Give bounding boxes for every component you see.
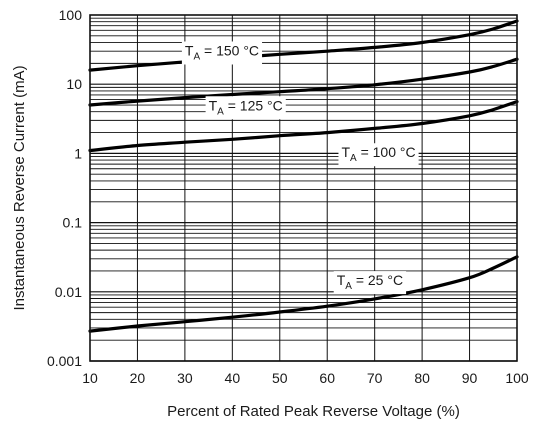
series-label-box	[205, 96, 286, 120]
series-label-1: TA = 125 °C	[205, 96, 286, 120]
x-tick-label: 30	[177, 370, 193, 386]
series-label-3: TA = 25 °C	[333, 271, 407, 295]
series-label-text: TA = 150 °C	[185, 42, 259, 62]
x-tick-label: 70	[367, 370, 383, 386]
series-label-text: TA = 25 °C	[337, 272, 403, 292]
x-tick-label: 90	[462, 370, 478, 386]
x-tick-label: 40	[225, 370, 241, 386]
y-tick-labels: 0.001 0.01 0.1 1 10 100	[47, 7, 82, 369]
x-tick-label: 10	[82, 370, 98, 386]
y-axis-label: Instantaneous Reverse Current (mA)	[11, 65, 28, 310]
y-tick-label: 1	[74, 145, 82, 161]
series-labels: TA = 150 °C TA = 125 °C TA = 100 °C TA = 25…	[181, 41, 419, 295]
x-tick-label: 50	[272, 370, 288, 386]
series-line-0	[88, 19, 519, 72]
series-label-2: TA = 100 °C	[338, 143, 419, 167]
series-label-box	[338, 143, 419, 167]
x-axis-label: Percent of Rated Peak Reverse Voltage (%…	[167, 403, 460, 420]
y-tick-label: 0.1	[63, 215, 83, 231]
grid-lines	[89, 15, 518, 362]
x-tick-label: 60	[319, 370, 335, 386]
series-line-2	[88, 100, 519, 153]
y-tick-label: 0.01	[55, 284, 82, 300]
y-tick-label: 0.001	[47, 353, 82, 369]
series-label-box	[181, 41, 263, 65]
series-line-1	[88, 57, 519, 107]
y-tick-label: 100	[59, 7, 83, 23]
plot-frame	[89, 14, 518, 362]
series-label-text: TA = 100 °C	[341, 144, 415, 164]
series-line-3	[88, 255, 519, 333]
series-label-text: TA = 125 °C	[209, 97, 283, 117]
x-tick-label: 100	[505, 370, 529, 386]
series-label-0: TA = 150 °C	[181, 41, 263, 65]
x-tick-labels: 10 20 30 40 50 60 70 80 90 100	[82, 370, 529, 386]
y-tick-label: 10	[66, 76, 82, 92]
x-tick-label: 20	[130, 370, 146, 386]
series-label-box	[333, 271, 407, 295]
data-curves	[88, 19, 519, 333]
x-tick-label: 80	[414, 370, 430, 386]
